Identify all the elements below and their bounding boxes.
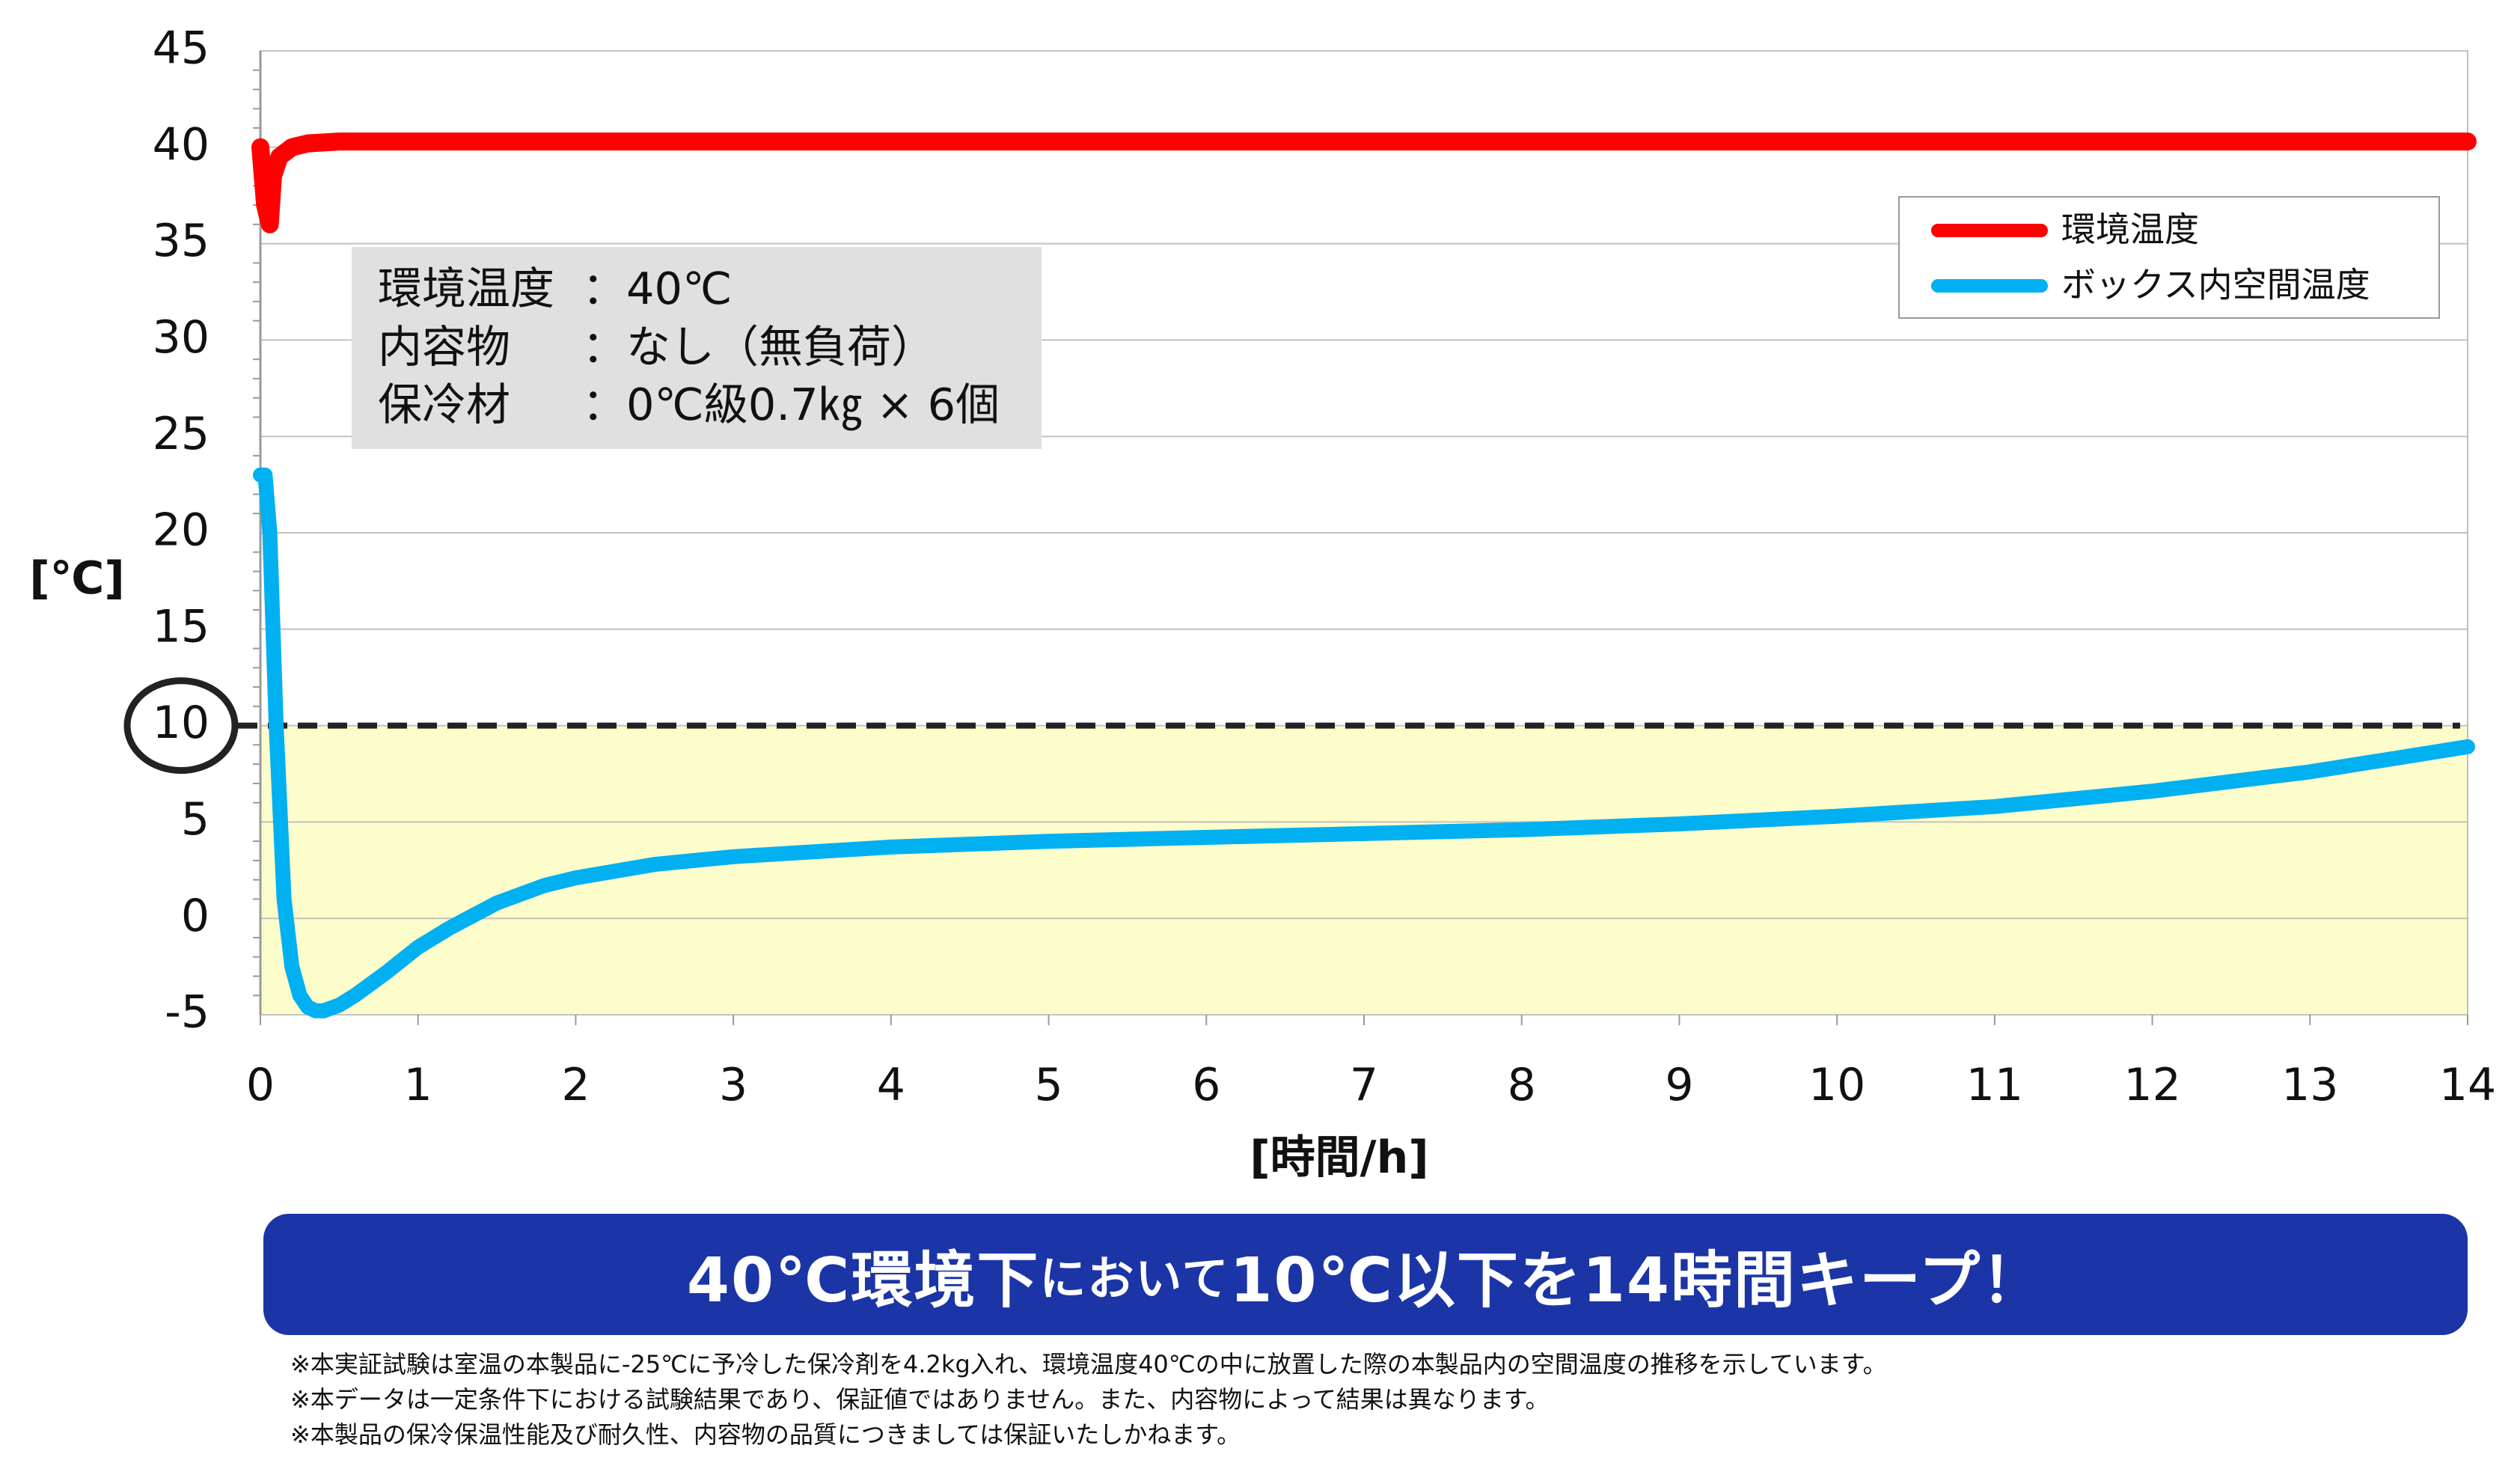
x-axis-label: [時間/h] [1250, 1131, 1428, 1184]
y-tick-labels: -5 0 5 10 15 20 25 30 35 40 45 [153, 22, 210, 1039]
footnote-3: ※本製品の保冷保温性能及び耐久性、内容物の品質につきましては保証いたしかねます。 [290, 1420, 1241, 1449]
info-box-background [352, 247, 1042, 449]
threshold-layer [123, 677, 2460, 775]
y-tick-label: 40 [153, 118, 210, 171]
y-tick-label: 0 [181, 890, 210, 942]
y-tick-label: 10 [153, 697, 210, 749]
info-coolant-label: 保冷材 [378, 379, 510, 430]
x-tick-label: 3 [719, 1059, 747, 1111]
x-tick-label: 12 [2123, 1059, 2180, 1111]
legend-label-ambient: 環境温度 [2061, 210, 2199, 250]
x-tick-label: 0 [246, 1059, 275, 1111]
info-env-value: ：40℃ [582, 263, 732, 314]
highlight-circle [123, 677, 239, 775]
banner-part-3: 10℃以下を14時間キープ！ [1229, 1244, 2045, 1316]
x-tick-label: 1 [404, 1059, 432, 1111]
footnote-1: ※本実証試験は室温の本製品に-25℃に予冷した保冷剤を4.2kg入れ、環境温度4… [290, 1350, 1887, 1378]
footnote-2: ※本データは一定条件下における試験結果であり、保証値ではありません。また、内容物… [290, 1385, 1550, 1414]
y-tick-label: 25 [153, 408, 210, 460]
legend-box [1898, 196, 2440, 319]
legend-label-box-inside: ボックス内空間温度 [2061, 265, 2370, 305]
x-tick-label: 9 [1665, 1059, 1693, 1111]
banner-part-2: において [1039, 1251, 1230, 1306]
x-tick-label: 2 [561, 1059, 590, 1111]
x-tick-label: 14 [2439, 1059, 2496, 1111]
x-tick-label: 4 [877, 1059, 905, 1111]
series-line-ambient [251, 132, 2477, 233]
info-coolant-value: ：0℃級0.7㎏ × 6個 [582, 379, 1000, 431]
x-tick-label: 13 [2281, 1059, 2338, 1111]
info-box: 環境温度 ：40℃ 内容物 ：なし（無負荷） 保冷材 ：0℃級0.7㎏ × 6個 [352, 247, 1042, 449]
x-tick-label: 7 [1350, 1059, 1378, 1111]
info-contents-label: 内容物 [378, 321, 510, 373]
y-tick-label: 20 [153, 504, 210, 557]
series-lines [251, 132, 2477, 1018]
legend: 環境温度 ボックス内空間温度 [1898, 196, 2440, 319]
x-tick-label: 5 [1034, 1059, 1062, 1111]
info-env-label: 環境温度 [378, 263, 554, 314]
banner-part-1: 40℃環境下 [686, 1244, 1040, 1316]
x-tick-label: 8 [1508, 1059, 1536, 1111]
footnotes: ※本実証試験は室温の本製品に-25℃に予冷した保冷剤を4.2kg入れ、環境温度4… [290, 1347, 2498, 1453]
x-tick-label: 10 [1808, 1059, 1865, 1111]
x-tick-labels: 0 1 2 3 4 5 6 7 8 9 10 11 12 13 14 [246, 1059, 2496, 1111]
y-axis-label: [℃] [29, 552, 125, 605]
headline-banner: 40℃環境下 において 10℃以下を14時間キープ！ [263, 1214, 2468, 1335]
y-tick-label: 5 [181, 793, 210, 846]
y-tick-label: 15 [153, 600, 210, 653]
series-line-box-inside [253, 467, 2475, 1018]
info-contents-value: ：なし（無負荷） [582, 321, 935, 373]
y-tick-label: 35 [153, 215, 210, 267]
y-tick-label: 45 [153, 22, 210, 75]
x-tick-label: 6 [1192, 1059, 1220, 1111]
y-tick-label: -5 [165, 986, 210, 1039]
x-tick-label: 11 [1966, 1059, 2023, 1111]
y-tick-label: 30 [153, 311, 210, 364]
